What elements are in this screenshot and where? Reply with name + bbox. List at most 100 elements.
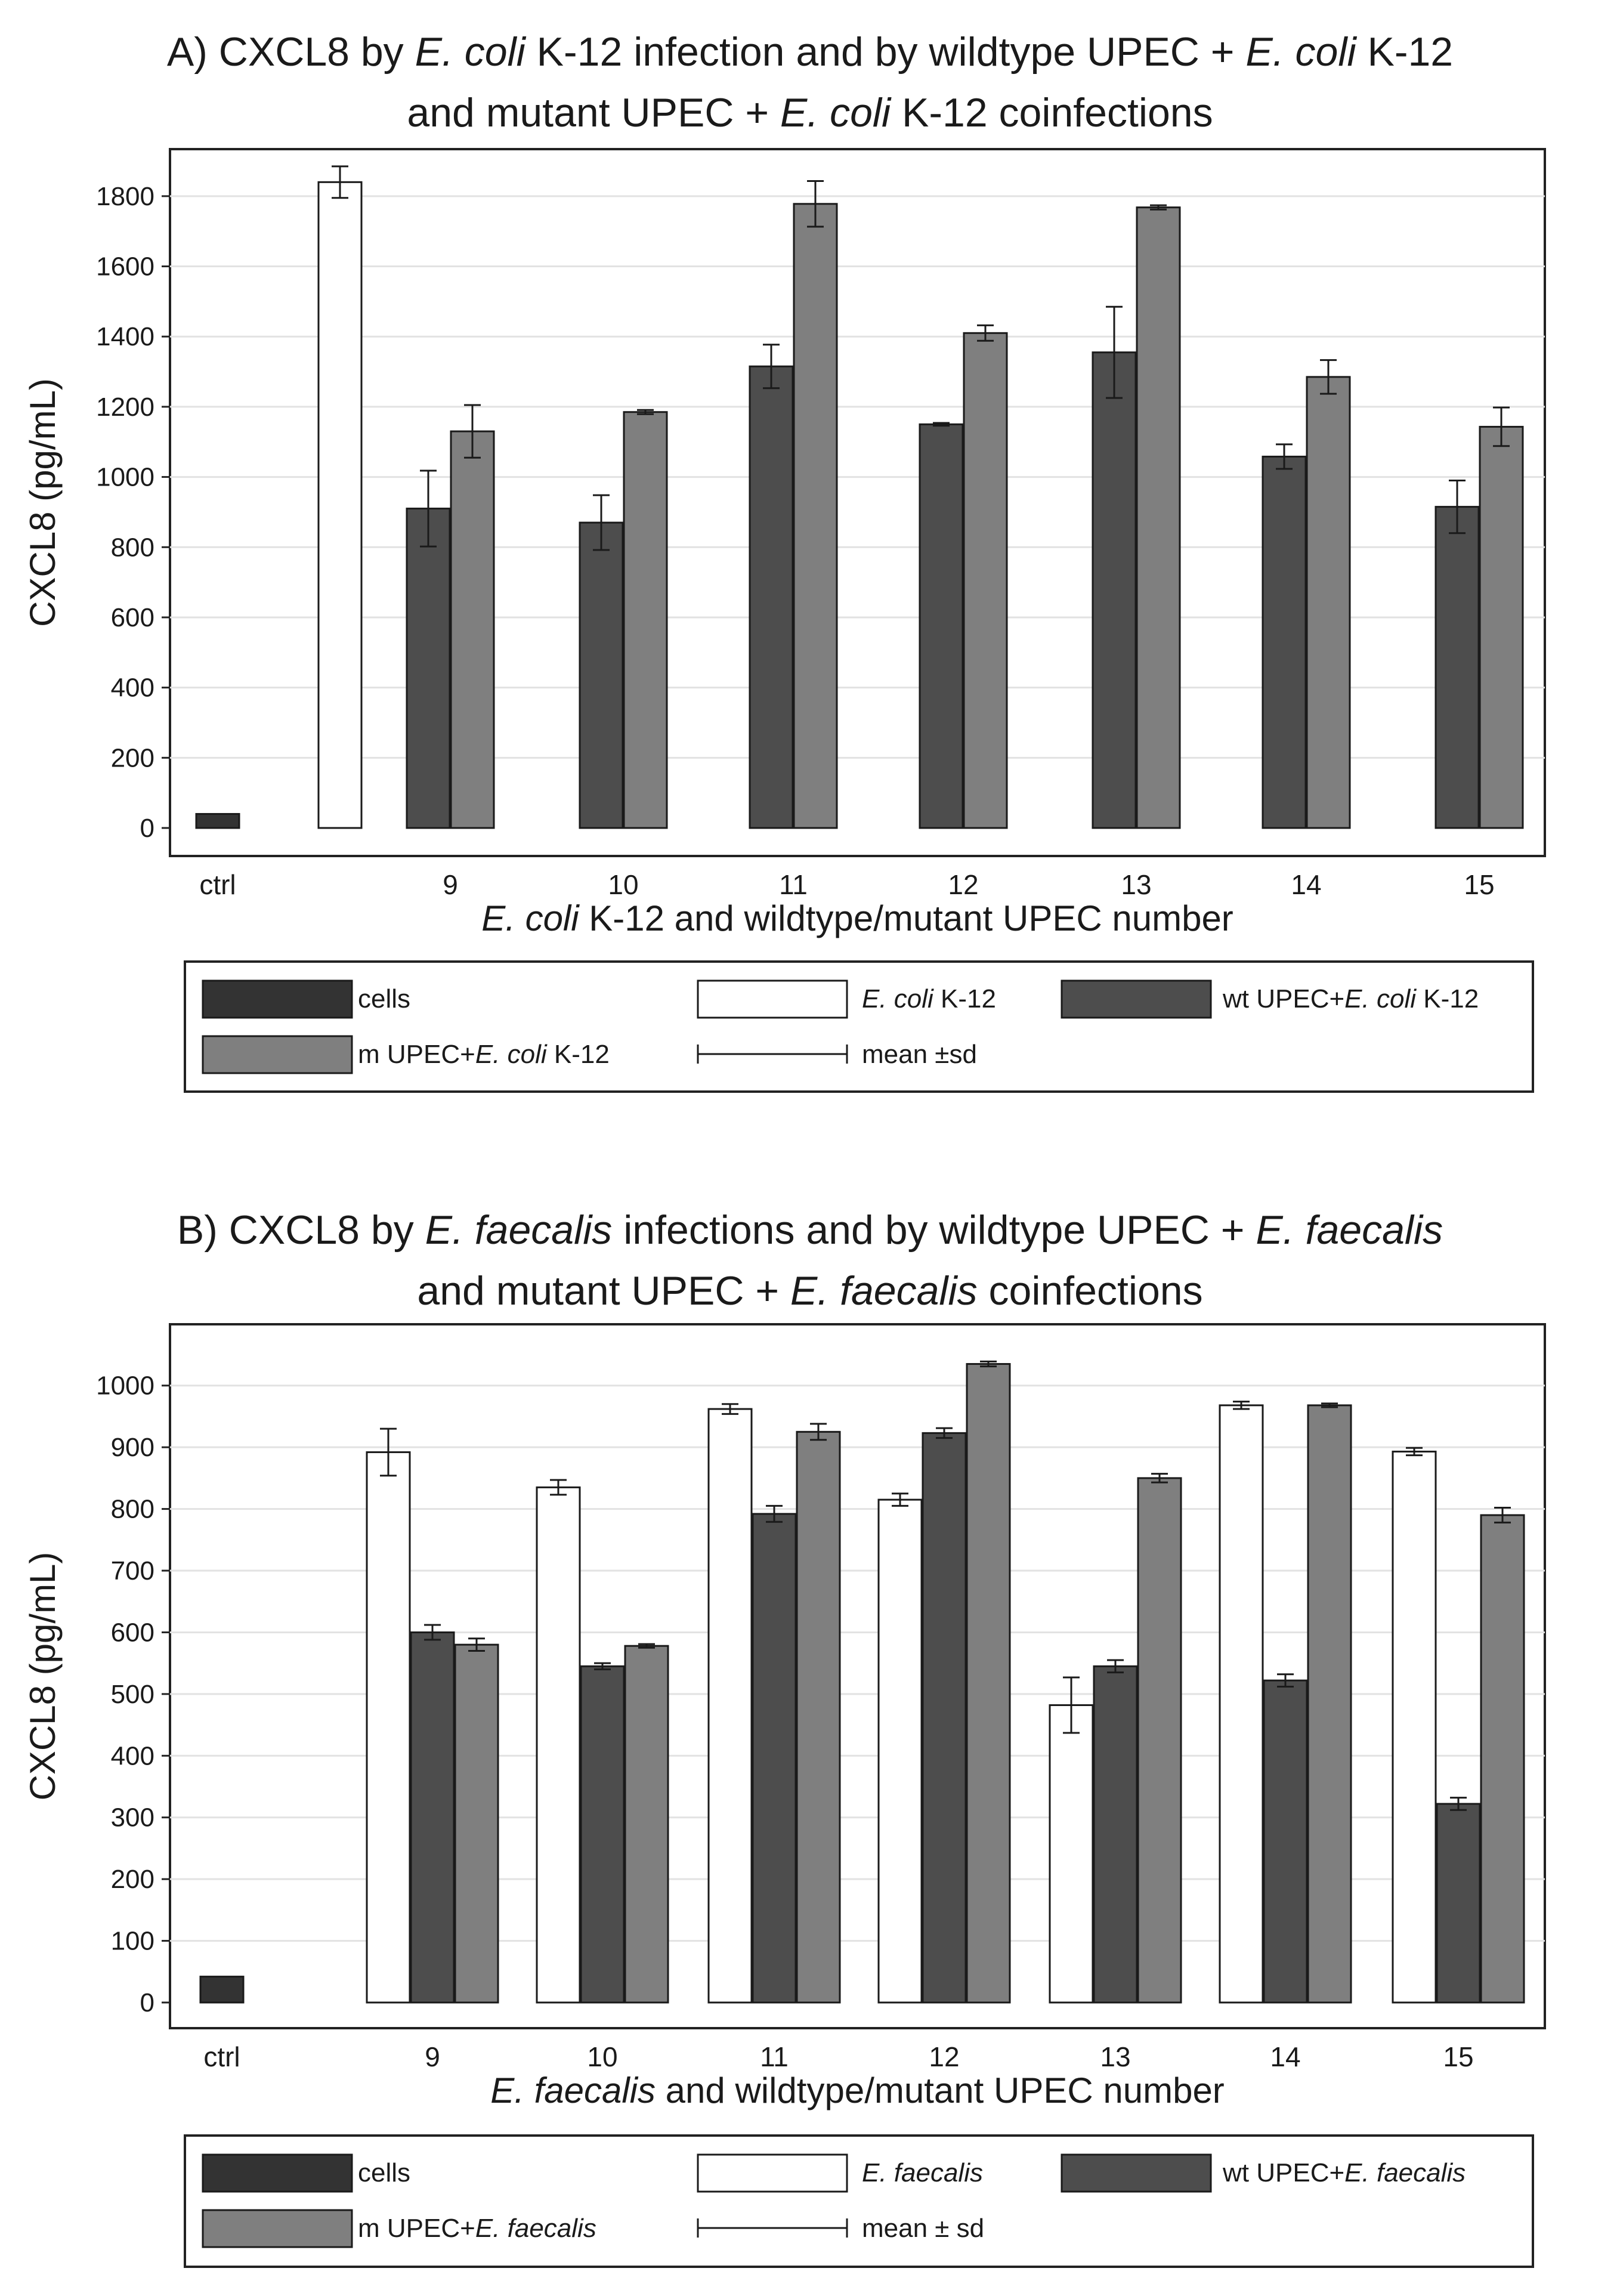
y-tick-label: 600: [111, 1618, 154, 1647]
x-tick-label: 13: [1100, 2041, 1130, 2072]
y-tick-label: 1600: [96, 252, 154, 282]
chart-title-line-part: B) CXCL8 by: [177, 1207, 425, 1253]
y-tick-label: 1800: [96, 182, 154, 211]
bar-m-upec-e-faecalis: [796, 1430, 841, 2004]
chart-title-line-part: K-12: [1356, 29, 1454, 75]
y-tick-label: 700: [111, 1556, 154, 1586]
x-axis-label-part: E. coli: [481, 898, 580, 938]
legend-swatch: [202, 2209, 353, 2248]
bar-m-upec-e-faecalis: [624, 1645, 669, 2004]
chart-title-line-part: infections and by wildtype UPEC +: [612, 1207, 1256, 1253]
x-tick-label: 13: [1121, 869, 1151, 900]
chart-title-line-part: and mutant UPEC +: [417, 1268, 790, 1314]
legend-label: cells: [358, 2158, 410, 2187]
chart-title-line-part: K-12 coinfections: [891, 90, 1213, 135]
x-tick-label: 14: [1291, 869, 1321, 900]
y-tick-label: 0: [140, 814, 154, 843]
bar-wt-upec-e-faecalis: [1093, 1665, 1138, 2004]
bar-m-upec-e-coli-k-12: [1136, 206, 1181, 829]
chart-title-line-part: E. coli: [1245, 29, 1357, 75]
legend-label-part: K-12: [547, 1040, 610, 1069]
chart-title-line-part: A) CXCL8 by: [167, 29, 415, 75]
bar-m-upec-e-coli-k-12: [623, 411, 668, 829]
chart-title-line-part: E. faecalis: [790, 1268, 978, 1314]
x-tick-label: 12: [929, 2041, 959, 2072]
legend-label: wt UPEC+E. faecalis: [1222, 2158, 1466, 2187]
legend-label-part: K-12: [933, 984, 996, 1013]
y-tick-label: 300: [111, 1803, 154, 1833]
legend-label: wt UPEC+E. coli K-12: [1222, 984, 1479, 1013]
bar-wt-upec-e-coli-k-12: [1092, 351, 1137, 829]
bar-e-faecalis: [1219, 1404, 1264, 2004]
y-tick-label: 500: [111, 1680, 154, 1709]
y-tick-label: 200: [111, 743, 154, 772]
chart-title-line-part: E. coli: [780, 90, 892, 135]
x-tick-label: 15: [1443, 2041, 1473, 2072]
bar-e-faecalis: [877, 1498, 923, 2004]
bar-m-upec-e-coli-k-12: [963, 332, 1008, 829]
bar-m-upec-e-faecalis: [454, 1643, 499, 2004]
legend-label-part: cells: [358, 2158, 410, 2187]
bar-wt-upec-e-coli-k-12: [749, 365, 794, 829]
y-tick-label: 100: [111, 1927, 154, 1956]
chart-title-line-part: coinfections: [978, 1268, 1203, 1314]
x-axis-label-part: E. faecalis: [490, 2071, 656, 2110]
legend-label-part: K-12: [1416, 984, 1479, 1013]
bar-wt-upec-e-coli-k-12: [406, 508, 451, 829]
y-tick-label: 400: [111, 673, 154, 703]
legend-label-part: E. faecalis: [862, 2158, 983, 2187]
x-tick-label: 9: [443, 869, 458, 900]
y-tick-label: 900: [111, 1433, 154, 1462]
x-axis-label-part: K-12 and wildtype/mutant UPEC number: [579, 898, 1233, 938]
bar-m-upec-e-faecalis: [1480, 1514, 1525, 2004]
y-tick-label: 1000: [96, 1371, 154, 1401]
legend-swatch: [1061, 979, 1212, 1019]
bar-cells: [199, 1976, 245, 2004]
x-tick-label: 10: [608, 869, 638, 900]
x-tick-label: 9: [425, 2041, 440, 2072]
y-tick-label: 1200: [96, 393, 154, 422]
legend-label: E. coli K-12: [862, 984, 996, 1013]
x-tick-label: 11: [779, 869, 808, 900]
bar-m-upec-e-faecalis: [966, 1363, 1011, 2004]
chart-title-line-part: E. faecalis: [425, 1207, 613, 1253]
bar-e-faecalis: [1049, 1704, 1094, 2004]
y-tick-label: 1000: [96, 463, 154, 492]
chart-title-line-part: E. faecalis: [1256, 1207, 1443, 1253]
legend-swatch: [1061, 2153, 1212, 2193]
legend-label-part: E. coli: [1344, 984, 1417, 1013]
y-axis-label: CXCL8 (pg/mL): [23, 1552, 63, 1801]
legend: [184, 960, 1534, 1093]
x-axis-label: E. faecalis and wildtype/mutant UPEC num…: [490, 2071, 1225, 2110]
chart-title-line: B) CXCL8 by E. faecalis infections and b…: [177, 1207, 1443, 1253]
chart-title-line-part: K-12 infection and by wildtype UPEC +: [525, 29, 1246, 75]
bar-cells: [195, 812, 240, 829]
x-axis-label: E. coli K-12 and wildtype/mutant UPEC nu…: [481, 898, 1233, 938]
legend-swatch: [202, 979, 353, 1019]
legend-label-part: mean ± sd: [862, 2214, 984, 2243]
legend-label: m UPEC+E. faecalis: [358, 2214, 596, 2243]
legend-label: mean ±sd: [862, 1040, 977, 1069]
legend-label-part: mean ±sd: [862, 1040, 977, 1069]
y-tick-label: 600: [111, 603, 154, 632]
bar-wt-upec-e-coli-k-12: [919, 423, 964, 829]
legend-swatch: [697, 979, 848, 1019]
x-axis-label-part: and wildtype/mutant UPEC number: [656, 2071, 1225, 2110]
legend-label-part: E. coli: [862, 984, 934, 1013]
legend-label-part: m UPEC+: [358, 2214, 475, 2243]
legend-swatch: [697, 2153, 848, 2193]
legend-label-part: E. coli: [475, 1040, 548, 1069]
bar-wt-upec-e-faecalis: [1263, 1679, 1308, 2004]
y-tick-label: 1400: [96, 322, 154, 351]
bar-m-upec-e-coli-k-12: [1306, 376, 1351, 829]
legend: [184, 2134, 1534, 2268]
legend-label-part: wt UPEC+: [1222, 2158, 1344, 2187]
legend-label-part: E. faecalis: [475, 2214, 596, 2243]
bar-wt-upec-e-coli-k-12: [1262, 455, 1307, 829]
bar-wt-upec-e-faecalis: [752, 1513, 797, 2004]
legend-label: m UPEC+E. coli K-12: [358, 1040, 610, 1069]
bar-m-upec-e-coli-k-12: [450, 430, 495, 829]
x-tick-label: ctrl: [199, 869, 236, 900]
y-tick-label: 200: [111, 1865, 154, 1894]
